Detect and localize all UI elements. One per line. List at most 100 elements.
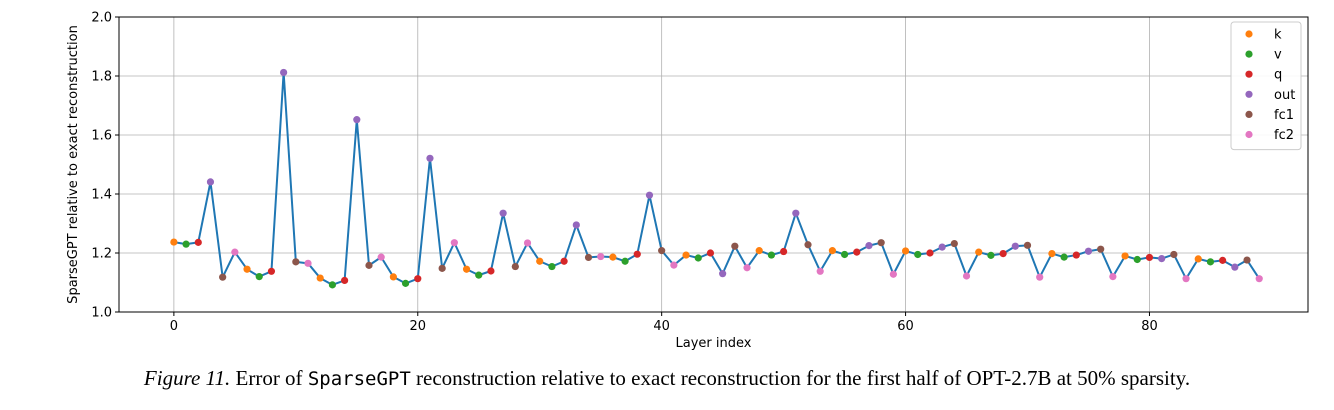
data-point-out	[719, 270, 727, 278]
data-point-fc1	[511, 262, 519, 271]
data-point-fc1	[658, 247, 666, 255]
data-point-out	[1011, 242, 1019, 250]
data-point-fc1	[877, 239, 885, 247]
data-point-fc2	[816, 267, 824, 275]
legend-label-fc1: fc1	[1274, 108, 1294, 123]
legend-marker-fc1	[1245, 110, 1253, 118]
data-point-q	[341, 276, 349, 285]
y-tick-label: 1.0	[91, 306, 112, 321]
y-tick-label: 1.4	[91, 188, 112, 203]
data-point-out	[499, 209, 507, 217]
data-point-fc1	[219, 273, 227, 281]
data-point-k	[316, 274, 324, 282]
data-point-q	[1145, 253, 1154, 262]
x-tick-label: 80	[1141, 319, 1158, 334]
data-point-k	[243, 265, 251, 273]
x-axis-ticks: 0 20 40 60 80	[170, 312, 1158, 334]
data-point-k	[462, 265, 471, 273]
data-point-q	[487, 267, 495, 275]
data-point-k	[901, 247, 910, 255]
data-point-q	[560, 257, 568, 265]
data-point-k	[609, 253, 617, 261]
grid-lines	[119, 16, 1308, 313]
y-tick-label: 1.6	[91, 129, 112, 144]
data-point-v	[1133, 255, 1141, 264]
data-point-fc2	[889, 270, 897, 278]
data-point-k	[828, 247, 837, 255]
y-tick-label: 1.8	[91, 70, 112, 85]
data-point-q	[706, 249, 715, 257]
data-point-v	[182, 240, 190, 248]
data-point-v	[767, 251, 776, 259]
data-point-fc2	[231, 248, 239, 256]
figure-label: Figure 11.	[143, 366, 231, 390]
y-axis-ticks: 1.0 1.2 1.4 1.6 1.8 2.0	[91, 11, 119, 321]
data-point-v	[914, 250, 922, 259]
legend-marker-k	[1245, 30, 1253, 38]
data-point-k	[975, 248, 983, 256]
data-point-fc1	[292, 258, 300, 266]
chart-svg: 0 20 40 60 80 1.0 1.2 1.4 1.6 1.8 2.0 Layer index…	[66, 11, 1309, 351]
data-points-group	[170, 68, 1263, 289]
legend-label-q: q	[1274, 68, 1282, 83]
data-point-v	[1206, 258, 1215, 266]
data-point-out	[645, 191, 654, 199]
data-point-k	[170, 238, 178, 246]
data-point-v	[621, 257, 629, 265]
data-point-out	[353, 116, 361, 124]
legend-label-out: out	[1274, 88, 1295, 103]
x-axis-label: Layer index	[676, 336, 752, 351]
data-point-k	[682, 251, 690, 259]
data-point-out	[1158, 255, 1166, 263]
data-point-q	[999, 249, 1007, 258]
data-point-k	[1121, 252, 1129, 260]
data-point-v	[475, 271, 483, 279]
data-point-fc1	[1097, 245, 1105, 253]
data-point-q	[1072, 251, 1080, 259]
data-point-fc1	[1170, 250, 1178, 259]
data-point-q	[1219, 256, 1227, 264]
data-point-k	[1194, 255, 1202, 263]
data-point-v	[987, 251, 995, 259]
data-point-out	[572, 221, 580, 229]
data-point-out	[280, 68, 288, 77]
data-point-fc1	[438, 264, 446, 272]
x-tick-label: 40	[653, 319, 670, 334]
data-point-fc1	[804, 241, 812, 249]
x-tick-label: 20	[410, 319, 427, 334]
data-point-fc1	[950, 239, 958, 248]
y-axis-label: SparseGPT relative to exact reconstructi…	[66, 25, 81, 304]
legend-marker-q	[1245, 70, 1253, 78]
data-point-v	[548, 262, 556, 271]
x-tick-label: 0	[170, 319, 178, 334]
data-point-fc1	[1243, 256, 1251, 264]
data-point-q	[414, 275, 422, 283]
data-point-out	[1231, 263, 1239, 271]
data-point-fc1	[1023, 241, 1032, 249]
data-point-v	[694, 254, 702, 262]
legend-label-v: v	[1274, 48, 1282, 63]
caption-text-after: reconstruction relative to exact reconst…	[416, 366, 1191, 390]
data-point-out	[1084, 247, 1093, 255]
caption-code: SparseGPT	[307, 368, 411, 390]
data-point-fc1	[731, 242, 739, 250]
data-point-fc2	[962, 272, 971, 280]
data-point-q	[780, 247, 788, 256]
data-point-fc2	[377, 253, 385, 261]
data-point-k	[1048, 249, 1056, 258]
data-point-k	[755, 247, 763, 255]
data-point-fc1	[584, 253, 593, 262]
data-point-fc2	[670, 261, 678, 269]
data-point-v	[1060, 253, 1068, 261]
data-point-q	[267, 267, 276, 275]
data-point-fc2	[1109, 273, 1117, 281]
data-point-fc2	[743, 264, 751, 272]
data-point-fc1	[365, 261, 373, 269]
data-point-fc2	[1036, 273, 1044, 281]
data-point-fc2	[450, 239, 458, 247]
data-point-q	[194, 238, 202, 246]
data-point-out	[206, 178, 215, 186]
legend-marker-out	[1245, 90, 1253, 98]
data-point-v	[255, 273, 263, 281]
data-point-q	[633, 250, 641, 258]
